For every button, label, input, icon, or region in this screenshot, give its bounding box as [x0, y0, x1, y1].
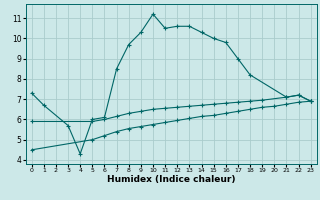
X-axis label: Humidex (Indice chaleur): Humidex (Indice chaleur) [107, 175, 236, 184]
